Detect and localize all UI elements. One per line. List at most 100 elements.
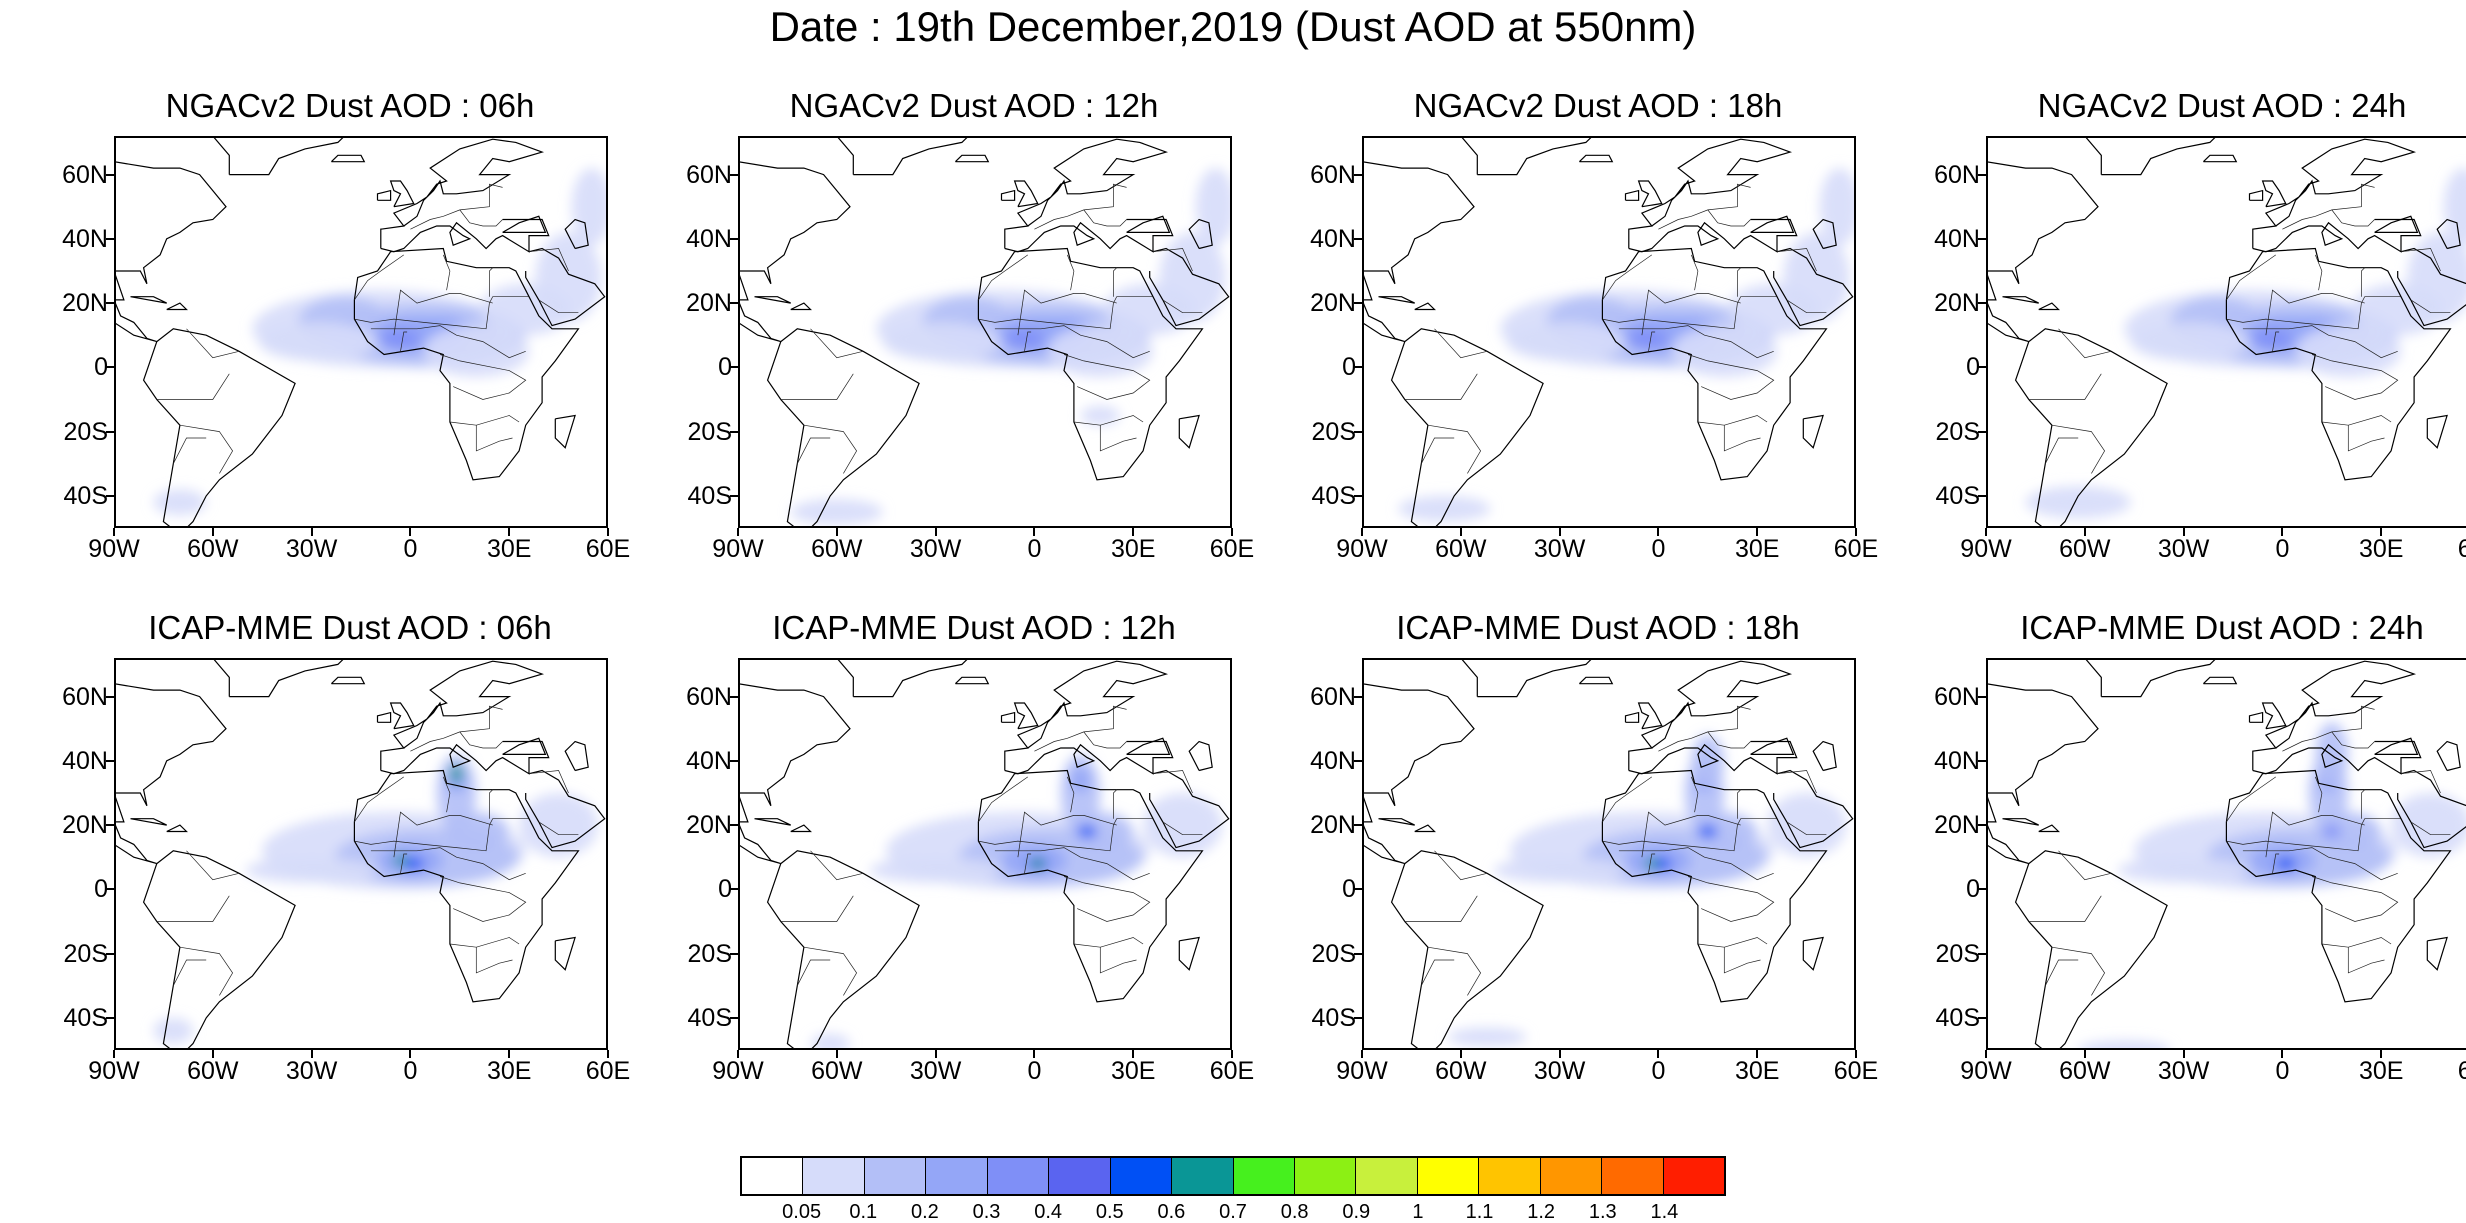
colorbar-label: 0.3 (972, 1201, 1001, 1223)
coastline (353, 769, 580, 1003)
lat-tick-label: 40S (687, 1003, 732, 1032)
coastline (1149, 769, 1230, 849)
coastline (1988, 683, 2099, 807)
coastline (1178, 414, 1200, 449)
lat-tick-mark (106, 366, 114, 369)
coastline (1601, 247, 1828, 481)
coastline (740, 683, 851, 807)
coastline (1637, 180, 1663, 208)
lon-tick-label: 30E (2358, 535, 2404, 563)
dust-plume (2079, 1040, 2170, 1048)
country-border (1434, 850, 1488, 881)
coastline-layer (1988, 660, 2466, 1048)
country-border (1066, 254, 1075, 291)
lon-tick-label: 30W (909, 535, 962, 563)
coastline (1802, 936, 1824, 971)
dust-plume (2295, 325, 2401, 377)
country-border (179, 946, 234, 996)
lat-tick-label: 0 (1342, 353, 1356, 382)
lat-tick-mark (730, 888, 738, 891)
coastline (2252, 660, 2417, 771)
coastline (1624, 189, 1640, 201)
country-border (186, 850, 240, 881)
lon-tick-label: 90W (712, 1057, 764, 1085)
lon-tick-mark (1132, 528, 1135, 536)
lat-tick-mark (1978, 302, 1986, 305)
country-border (2410, 821, 2451, 836)
country-border (1162, 299, 1203, 314)
country-border (2400, 770, 2441, 794)
map-frame (114, 136, 608, 528)
country-border (1602, 818, 1777, 852)
lon-tick-mark (2281, 1050, 2284, 1058)
country-border (1063, 354, 1151, 400)
coastline (1637, 702, 1663, 730)
lat-tick-mark (1978, 695, 1986, 698)
coastline (525, 769, 606, 849)
lat-tick-label: 40N (686, 746, 732, 775)
lat-tick-label: 20S (687, 939, 732, 968)
lon-tick-label: 0 (1027, 535, 1042, 563)
lon-tick-label: 60E (1833, 1057, 1879, 1085)
coastline (1414, 824, 1436, 833)
lat-tick-label: 20N (686, 811, 732, 840)
map-panel: ICAP-MME Dust AOD : 24h 60N 40N 20N 0 20S 40S 9… (1912, 608, 2466, 1168)
lat-tick-label: 60N (686, 682, 732, 711)
map-panel: NGACv2 Dust AOD : 12h 60N 40N 20N 0 20S 40S 90W… (664, 86, 1254, 646)
lat-tick-mark (106, 952, 114, 955)
coastline (389, 180, 415, 208)
country-border (1648, 853, 1656, 874)
lon-tick-label: 30W (285, 1057, 338, 1085)
country-border (2321, 937, 2392, 948)
country-border (1737, 267, 1741, 297)
dust-plume (1070, 767, 1091, 793)
coastline (1628, 660, 1793, 771)
coastline (2252, 218, 2422, 253)
coastline (389, 702, 415, 730)
country-border (156, 373, 230, 400)
coastline (564, 218, 589, 250)
lon-tick-label: 90W (1336, 535, 1388, 563)
coastline (766, 328, 920, 526)
dust-plume (2391, 792, 2466, 858)
country-border (978, 776, 1029, 823)
coastline (1004, 660, 1169, 771)
coastline (1750, 215, 1795, 234)
dust-plume (403, 857, 424, 871)
lat-tick-mark (730, 173, 738, 176)
lon-tick-label: 90W (1960, 535, 2012, 563)
dust-plume (1493, 857, 1626, 883)
lon-tick-label: 30E (1734, 1057, 1780, 1085)
coastline (2436, 740, 2461, 772)
dust-plume (2321, 825, 2342, 838)
dust-plume (1159, 232, 1226, 323)
coastline (837, 660, 968, 698)
coastline (977, 769, 1204, 1003)
country-border (2226, 776, 2277, 823)
coastline (1000, 189, 1016, 201)
coastline (2261, 180, 2287, 208)
country-border (2331, 731, 2375, 749)
dust-plume (810, 1033, 850, 1048)
dust-plume (1195, 168, 1230, 246)
country-border (179, 424, 234, 474)
colorbar-label: 1.3 (1588, 1201, 1617, 1223)
coastline (1364, 274, 1405, 343)
coastline (213, 138, 344, 176)
country-border (2265, 811, 2365, 858)
coastline (2248, 189, 2264, 201)
lat-tick-label: 20S (1311, 939, 1356, 968)
lon-tick-label: 60W (187, 535, 239, 563)
lat-tick-mark (1354, 494, 1362, 497)
colorbar-cell (1602, 1158, 1664, 1194)
coastline (116, 274, 157, 343)
map-frame (738, 658, 1232, 1050)
country-border (538, 821, 579, 836)
country-border (1602, 254, 1653, 301)
coastline (766, 850, 920, 1048)
lat-tick-label: 0 (94, 353, 108, 382)
colorbar-label: 1.1 (1465, 1201, 1494, 1223)
country-border (354, 818, 529, 852)
coastline (977, 247, 1204, 481)
lon-tick-mark (1033, 528, 1036, 536)
